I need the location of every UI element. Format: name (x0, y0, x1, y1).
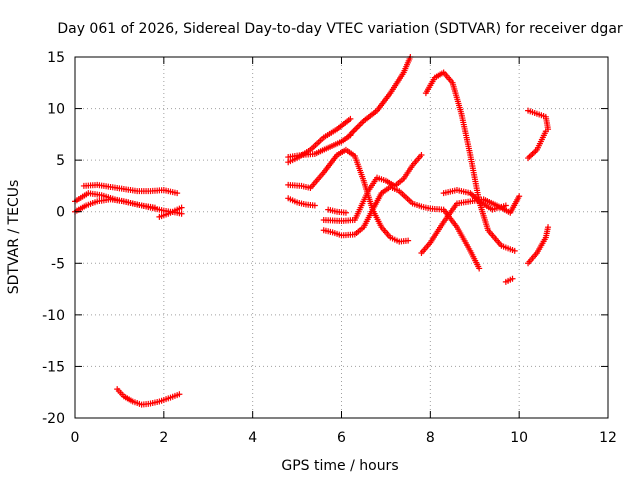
data-point (311, 202, 318, 209)
data-point (350, 128, 357, 135)
x-tick-label: 12 (599, 430, 617, 446)
data-point (530, 149, 537, 156)
x-tick-label: 8 (426, 430, 435, 446)
data-point (354, 123, 361, 130)
data-point (529, 150, 536, 157)
y-tick-label: -20 (42, 411, 65, 427)
series-arc-08 (347, 54, 414, 138)
data-point (525, 155, 532, 162)
data-point (174, 190, 181, 197)
y-tick-label: 15 (47, 50, 65, 66)
y-tick-label: -10 (42, 308, 65, 324)
data-point (509, 275, 516, 282)
grid-lines (75, 57, 608, 418)
x-axis-label: GPS time / hours (281, 458, 398, 474)
data-point (342, 209, 349, 216)
data-point (356, 122, 363, 129)
data-point (405, 237, 412, 244)
data-point (357, 120, 364, 127)
data-point (353, 125, 360, 132)
series-arc-05 (114, 386, 183, 408)
data-point (178, 204, 185, 211)
y-tick-label: 5 (56, 153, 65, 169)
series-arc-17 (440, 187, 509, 213)
x-tick-label: 10 (510, 430, 528, 446)
y-axis-label: SDTVAR / TECUs (6, 180, 22, 295)
series-arc-16 (422, 69, 518, 254)
data-point (502, 202, 509, 209)
series-arc-10 (285, 195, 318, 209)
data-point (176, 391, 183, 398)
data-point (359, 119, 366, 126)
x-tick-label: 0 (71, 430, 80, 446)
data-point (516, 193, 523, 200)
series-arc-04 (156, 204, 185, 220)
axis-ticks: 0 2 4 6 8 10 12 -20 -15 -10 -5 0 5 10 15 (42, 50, 617, 446)
y-tick-label: -15 (42, 359, 65, 375)
series-arc-21 (525, 224, 552, 267)
data-point (476, 265, 483, 272)
series-arc-13 (320, 151, 425, 224)
y-tick-label: -5 (51, 256, 65, 272)
data-point (347, 115, 354, 122)
series-arc-09 (285, 146, 412, 245)
x-tick-label: 6 (337, 430, 346, 446)
data-point (526, 153, 533, 160)
chart-title: Day 061 of 2026, Sidereal Day-to-day VTE… (57, 21, 623, 37)
data-point (542, 128, 549, 135)
data-point (545, 224, 552, 231)
data-point (351, 126, 358, 133)
series-arc-11 (325, 206, 349, 216)
series-arc-14 (418, 203, 483, 272)
data-point (511, 247, 518, 254)
series-arc-07 (285, 132, 354, 161)
series-arc-03 (80, 181, 181, 197)
series-arc-18 (502, 275, 516, 285)
y-tick-label: 10 (47, 102, 65, 118)
data-point (418, 151, 425, 158)
data-point (470, 192, 477, 199)
x-tick-label: 2 (159, 430, 168, 446)
data-point (528, 152, 535, 159)
data-marks (72, 54, 552, 408)
series-arc-19 (525, 107, 552, 133)
y-tick-label: 0 (56, 205, 65, 221)
data-point (178, 210, 185, 217)
series-arc-20 (525, 128, 549, 162)
x-tick-label: 4 (248, 430, 257, 446)
